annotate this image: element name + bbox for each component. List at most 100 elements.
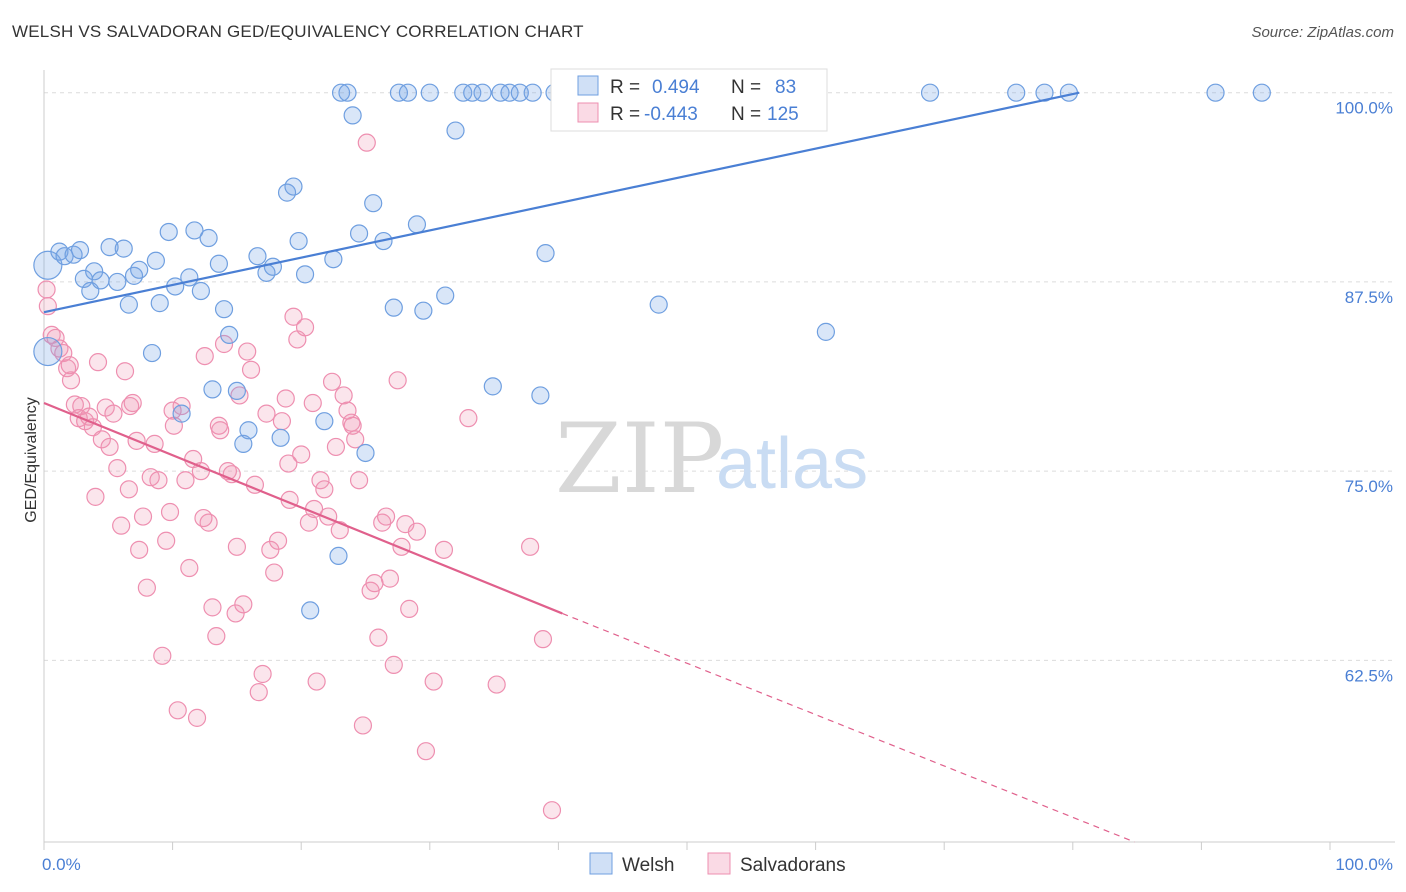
salvadoran-point xyxy=(133,507,153,526)
salvadoran-point xyxy=(121,396,140,416)
welsh-point xyxy=(510,83,529,102)
trendlines xyxy=(43,91,1135,843)
salvadoran-point xyxy=(226,604,245,623)
welsh-point xyxy=(91,271,110,290)
salvadoran-point xyxy=(137,578,156,597)
salvadoran-point xyxy=(276,389,295,408)
salvadoran-point xyxy=(303,393,322,413)
welsh-point xyxy=(263,257,283,276)
salvadoran-points xyxy=(37,133,562,820)
salvadoran-point xyxy=(168,701,187,720)
bottom-legend: Welsh Salvadorans xyxy=(589,852,846,876)
welsh-point xyxy=(146,251,165,270)
salvadoran-point xyxy=(279,454,298,473)
welsh-point xyxy=(463,83,482,102)
welsh-point xyxy=(331,83,351,102)
salvadoran-point xyxy=(326,437,346,457)
welsh-point xyxy=(420,83,439,102)
welsh-r-value: 0.494 xyxy=(652,77,700,98)
salvadoran-point xyxy=(407,522,427,541)
salvadoran-point xyxy=(86,487,105,506)
welsh-point xyxy=(239,421,258,440)
salvadoran-trendline xyxy=(43,402,563,615)
salvadoran-point xyxy=(261,540,280,559)
salvadoran-point xyxy=(292,445,311,464)
x-tick-labels: 0.0% 100.0% xyxy=(42,855,1393,874)
salvadoran-point xyxy=(172,396,191,416)
salvadoran-n-label: N = xyxy=(731,104,761,125)
salvadoran-point xyxy=(365,574,384,593)
welsh-point xyxy=(295,265,315,284)
welsh-point xyxy=(398,83,418,102)
welsh-point xyxy=(172,404,191,423)
welsh-bottom-label: Welsh xyxy=(622,855,674,876)
welsh-point xyxy=(649,295,668,314)
salvadoran-point xyxy=(115,362,135,381)
salvadoran-point xyxy=(194,508,213,528)
salvadoran-point xyxy=(416,742,436,761)
salvadoran-point xyxy=(119,480,138,499)
salvadoran-point xyxy=(533,630,553,649)
salvadoran-point xyxy=(369,628,388,647)
salvadoran-point xyxy=(61,371,81,390)
salvadoran-point xyxy=(37,280,56,299)
axes xyxy=(43,70,1395,850)
salvadoran-point xyxy=(241,360,261,379)
welsh-point xyxy=(55,247,74,266)
salvadoran-point xyxy=(521,537,540,556)
welsh-point xyxy=(1035,83,1054,102)
welsh-point xyxy=(70,241,90,260)
salvadoran-point xyxy=(176,471,195,490)
welsh-point xyxy=(473,83,492,102)
salvadoran-point xyxy=(400,599,419,618)
welsh-point xyxy=(191,281,210,301)
salvadoran-point xyxy=(79,407,99,426)
welsh-point xyxy=(142,343,162,363)
welsh-trendline xyxy=(43,91,1080,314)
welsh-point xyxy=(1206,83,1225,102)
welsh-point xyxy=(523,83,542,102)
salvadoran-point xyxy=(92,430,111,449)
salvadoran-point xyxy=(272,412,292,431)
welsh-point xyxy=(150,294,169,313)
welsh-point xyxy=(414,301,433,320)
salvadoran-point xyxy=(123,393,142,413)
welsh-point xyxy=(407,215,427,234)
salvadoran-point xyxy=(542,801,562,820)
welsh-point xyxy=(271,428,290,447)
salvadoran-point xyxy=(112,516,131,535)
welsh-point xyxy=(816,322,835,341)
welsh-point xyxy=(85,262,104,281)
salvadoran-point xyxy=(357,133,376,152)
y-tick-label: 100.0% xyxy=(1335,99,1393,118)
salvadoran-point xyxy=(380,569,400,588)
salvadoran-point xyxy=(60,356,79,375)
salvadoran-point xyxy=(268,531,288,550)
welsh-point xyxy=(203,380,222,399)
salvadoran-point xyxy=(253,664,272,684)
salvadoran-point xyxy=(227,537,246,556)
welsh-n-value: 83 xyxy=(775,77,796,98)
y-axis-label: GED/Equivalency xyxy=(23,397,40,522)
welsh-point xyxy=(214,300,234,319)
salvadoran-point xyxy=(234,595,253,614)
salvadoran-point xyxy=(434,540,454,559)
welsh-point xyxy=(119,295,138,314)
salvadoran-point xyxy=(100,437,119,457)
source-label: Source: ZipAtlas.com xyxy=(1251,24,1394,41)
welsh-point xyxy=(114,239,133,258)
salvadoran-point xyxy=(209,416,228,435)
welsh-point xyxy=(185,221,204,240)
salvadoran-point xyxy=(322,372,342,391)
welsh-point xyxy=(356,443,375,463)
salvadoran-point xyxy=(149,471,168,490)
salvadoran-point xyxy=(334,386,353,405)
welsh-point xyxy=(500,83,519,102)
salvadoran-point xyxy=(388,371,407,390)
welsh-point xyxy=(33,336,63,367)
welsh-point xyxy=(1007,83,1026,102)
salvadoran-r-label: R = xyxy=(610,104,640,125)
salvadoran-point xyxy=(265,563,284,582)
y-tick-labels: 100.0% 87.5% 75.0% 62.5% xyxy=(1335,99,1393,686)
